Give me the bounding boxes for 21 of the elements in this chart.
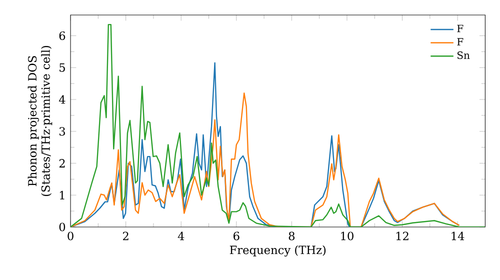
x-tick-label: 4 <box>178 232 184 240</box>
y-tick-label: 1 <box>60 190 64 200</box>
y-tick-label: 6 <box>59 31 66 40</box>
x-tick-label: 6 <box>234 232 240 240</box>
y-tick-label: 5 <box>60 63 65 72</box>
x-tick-label: 8 <box>288 232 295 240</box>
y-tick-label: 2 <box>59 159 65 168</box>
legend-label: Sn <box>458 51 470 59</box>
y-tick-label: 0 <box>59 222 66 232</box>
x-tick-label: 2 <box>122 232 128 240</box>
x-axis-title: Frequency (THz) <box>230 245 326 257</box>
x-tick-label: 10 <box>341 232 354 240</box>
line-series <box>70 92 460 227</box>
y-axis-title: Phonon projected DOS (States/THz·primitive cell) <box>28 46 52 196</box>
legend-label: F <box>457 24 464 32</box>
legend-label: F <box>457 38 464 46</box>
y-tick-label: 3 <box>59 127 65 136</box>
y-tick-label: 4 <box>58 95 66 104</box>
x-tick-label: 14 <box>452 232 464 240</box>
x-tick-label: 12 <box>396 232 408 240</box>
x-tick-label: 0 <box>68 232 74 240</box>
